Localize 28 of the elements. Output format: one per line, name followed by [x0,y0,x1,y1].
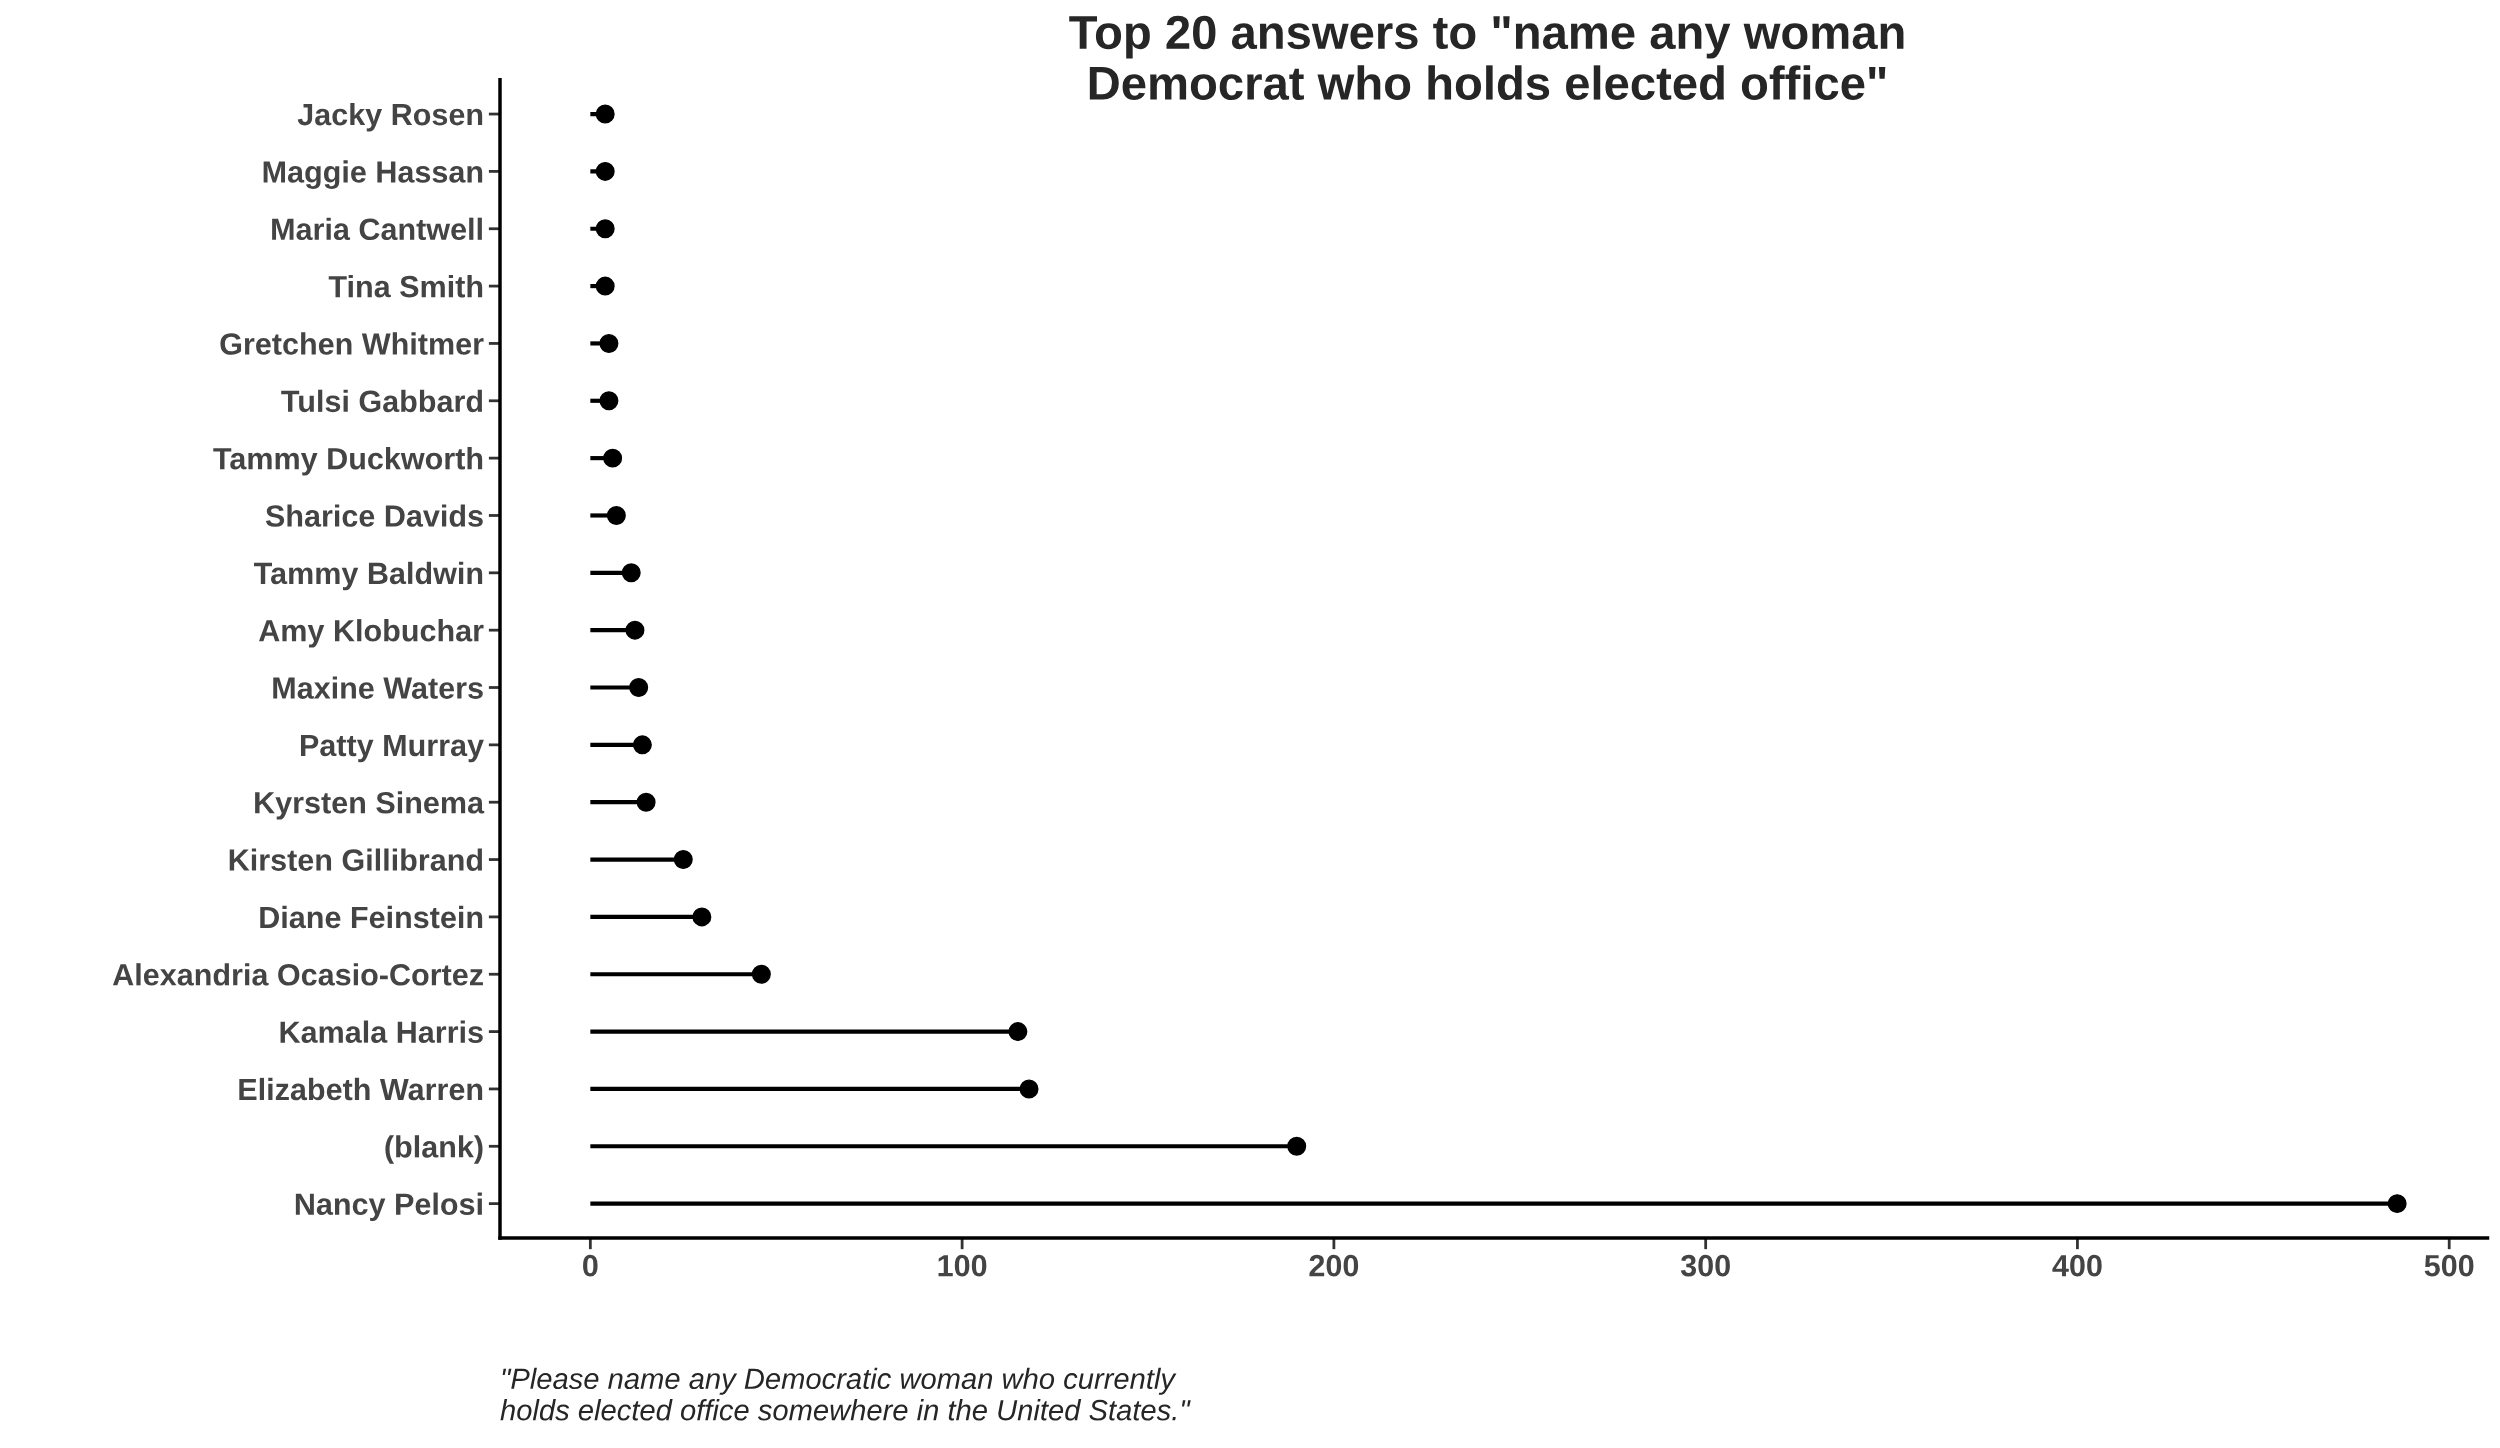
y-tick-label: Gretchen Whitmer [220,332,484,355]
y-tick-label: Sharice Davids [265,504,483,527]
y-tick-label: Diane Feinstein [260,905,483,929]
x-tick-label: 100 [938,1254,987,1277]
y-tick-label: Elizabeth Warren [239,1077,483,1101]
y-tick-label: Tina Smith [328,275,483,298]
y-tick-label: Tammy Duckworth [213,447,483,476]
x-tick-label: 400 [2052,1254,2102,1277]
y-tick-label: Kirsten Gillibrand [229,848,483,871]
x-tick-label: 500 [2424,1254,2474,1277]
y-tick-label: Kamala Harris [280,1020,483,1043]
y-tick-label: Tammy Baldwin [254,561,483,591]
y-tick-label: Jacky Rosen [297,102,483,132]
x-tick-label: 300 [1680,1254,1730,1277]
y-tick-label: (blank) [385,1135,483,1164]
y-tick-label: Nancy Pelosi [295,1192,482,1222]
y-tick-label: Tulsi Gabbard [281,389,483,413]
y-tick-label: Maria Cantwell [272,217,482,241]
chart-title: Top 20 answers to "name any woman Democrat who holds elected office" [1069,15,1904,101]
text: "Please name any Democratic woman who currently holds elected office somewhere in the United States." [500,1367,1191,1421]
y-tick-label: Kyrsten Sinema [255,791,485,820]
x-tick-label: 0 [583,1254,598,1277]
y-tick-label: Alexandria Ocasio-Cortez [112,963,483,986]
y-tick-label: Amy Klobuchar [258,619,484,648]
y-tick-label: Maggie Hassan [263,160,483,189]
x-tick-label: 200 [1309,1254,1359,1277]
y-tick-label: Maxine Waters [273,676,483,699]
y-tick-label: Patty Murray [300,734,484,763]
